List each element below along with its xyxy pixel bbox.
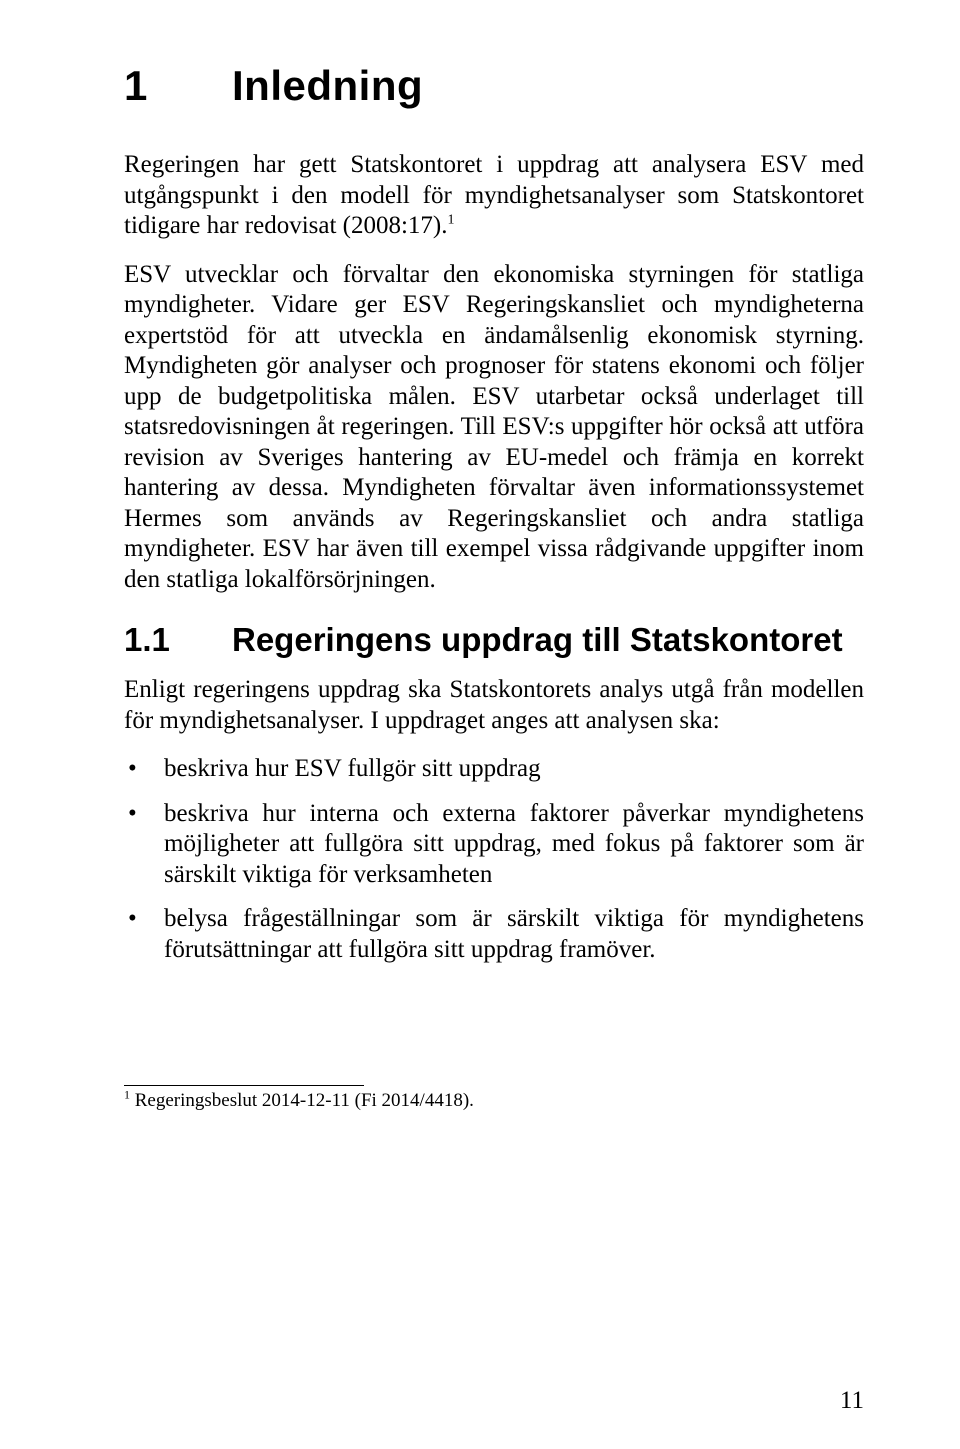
document-page: 1Inledning Regeringen har gett Statskont…	[0, 0, 960, 1449]
section-heading: 1.1Regeringens uppdrag till Statskontore…	[124, 621, 864, 659]
list-item: beskriva hur interna och externa faktore…	[124, 799, 864, 891]
list-item: beskriva hur ESV fullgör sitt uppdrag	[124, 754, 864, 785]
footnote-text: Regeringsbeslut 2014-12-11 (Fi 2014/4418…	[130, 1090, 474, 1111]
paragraph-1-text: Regeringen har gett Statskontoret i uppd…	[124, 151, 864, 239]
chapter-number: 1	[124, 62, 232, 110]
paragraph-1: Regeringen har gett Statskontoret i uppd…	[124, 150, 864, 242]
chapter-heading: 1Inledning	[124, 62, 864, 110]
footnote-separator	[124, 1085, 364, 1086]
page-number: 11	[840, 1387, 864, 1415]
footnote-ref-1: 1	[448, 213, 455, 228]
paragraph-3: Enligt regeringens uppdrag ska Statskont…	[124, 675, 864, 736]
section-number: 1.1	[124, 621, 232, 659]
chapter-title: Inledning	[232, 62, 423, 109]
bullet-list: beskriva hur ESV fullgör sitt uppdrag be…	[124, 754, 864, 965]
section-title: Regeringens uppdrag till Statskontoret	[232, 621, 843, 658]
footnote-1: 1 Regeringsbeslut 2014-12-11 (Fi 2014/44…	[124, 1090, 864, 1112]
paragraph-2: ESV utvecklar och förvaltar den ekonomis…	[124, 260, 864, 596]
list-item: belysa frågeställningar som är särskilt …	[124, 904, 864, 965]
